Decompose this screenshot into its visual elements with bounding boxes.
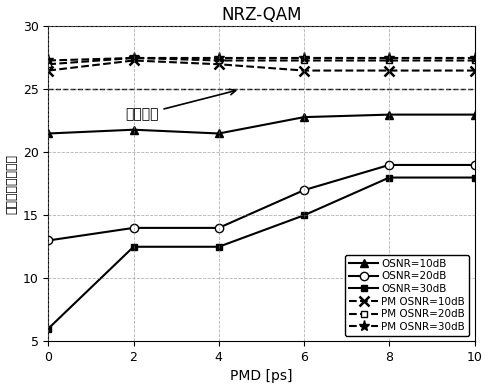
OSNR=30dB xyxy=(216,244,222,249)
PM OSNR=20dB xyxy=(301,58,307,63)
Legend: OSNR=10dB, OSNR=20dB, OSNR=30dB, PM OSNR=10dB, PM OSNR=20dB, PM OSNR=30dB: OSNR=10dB, OSNR=20dB, OSNR=30dB, PM OSNR… xyxy=(345,255,469,336)
OSNR=30dB xyxy=(131,244,137,249)
PM OSNR=20dB xyxy=(216,58,222,63)
OSNR=20dB xyxy=(216,226,222,230)
OSNR=10dB xyxy=(471,112,477,117)
PM OSNR=20dB xyxy=(131,56,137,60)
PM OSNR=10dB xyxy=(471,68,477,73)
OSNR=10dB xyxy=(216,131,222,136)
Line: OSNR=20dB: OSNR=20dB xyxy=(44,161,479,245)
PM OSNR=20dB xyxy=(45,62,51,67)
Line: PM OSNR=30dB: PM OSNR=30dB xyxy=(43,53,480,66)
OSNR=30dB xyxy=(45,326,51,331)
PM OSNR=30dB xyxy=(131,56,137,60)
OSNR=10dB xyxy=(131,127,137,132)
OSNR=30dB xyxy=(301,213,307,217)
PM OSNR=10dB xyxy=(131,58,137,63)
OSNR=20dB xyxy=(45,238,51,243)
X-axis label: PMD [ps]: PMD [ps] xyxy=(230,370,293,384)
OSNR=10dB xyxy=(45,131,51,136)
PM OSNR=10dB xyxy=(301,68,307,73)
PM OSNR=10dB xyxy=(216,62,222,67)
PM OSNR=20dB xyxy=(386,58,392,63)
PM OSNR=10dB xyxy=(386,68,392,73)
PM OSNR=30dB xyxy=(216,56,222,60)
OSNR=20dB xyxy=(131,226,137,230)
Line: PM OSNR=20dB: PM OSNR=20dB xyxy=(45,54,478,68)
OSNR=30dB xyxy=(471,175,477,180)
Line: OSNR=30dB: OSNR=30dB xyxy=(45,174,478,332)
PM OSNR=30dB xyxy=(471,56,477,60)
PM OSNR=30dB xyxy=(386,56,392,60)
PM OSNR=20dB xyxy=(471,58,477,63)
OSNR=30dB xyxy=(386,175,392,180)
OSNR=10dB xyxy=(386,112,392,117)
Text: 判决阈値: 判决阈値 xyxy=(125,89,236,122)
OSNR=20dB xyxy=(301,188,307,193)
Line: PM OSNR=10dB: PM OSNR=10dB xyxy=(43,56,479,75)
PM OSNR=30dB xyxy=(45,58,51,63)
PM OSNR=30dB xyxy=(301,56,307,60)
Title: NRZ-QAM: NRZ-QAM xyxy=(221,5,302,24)
Line: OSNR=10dB: OSNR=10dB xyxy=(44,110,479,138)
OSNR=20dB xyxy=(471,163,477,167)
Y-axis label: 最大値横坐標位置: 最大値横坐標位置 xyxy=(5,154,19,214)
OSNR=10dB xyxy=(301,115,307,119)
OSNR=20dB xyxy=(386,163,392,167)
PM OSNR=10dB xyxy=(45,68,51,73)
